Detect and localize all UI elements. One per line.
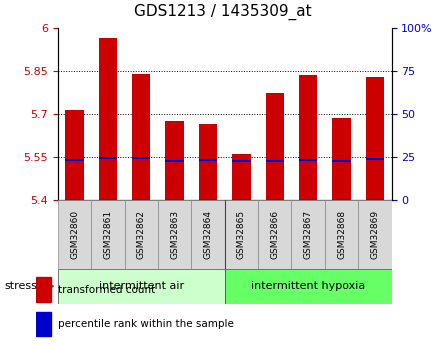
Text: GSM32860: GSM32860 [70, 210, 79, 259]
Bar [366, 77, 384, 200]
Bar [58, 269, 225, 304]
Bar [266, 93, 284, 200]
Bar [65, 159, 84, 161]
Text: GSM32869: GSM32869 [370, 210, 380, 259]
Bar [299, 75, 317, 200]
Text: intermittent air: intermittent air [99, 282, 184, 291]
Bar [266, 160, 284, 162]
Text: transformed count: transformed count [58, 285, 156, 295]
Bar [232, 154, 251, 200]
Text: GSM32866: GSM32866 [270, 210, 279, 259]
Bar [36, 277, 51, 302]
Bar [199, 159, 217, 161]
Bar [325, 200, 358, 269]
Text: GDS1213 / 1435309_at: GDS1213 / 1435309_at [134, 4, 312, 20]
Text: GSM32864: GSM32864 [203, 210, 213, 259]
Bar [366, 158, 384, 160]
Bar [58, 200, 91, 269]
Bar [158, 200, 191, 269]
Text: GSM32861: GSM32861 [103, 210, 113, 259]
Text: GSM32863: GSM32863 [170, 210, 179, 259]
Bar [125, 200, 158, 269]
Bar [332, 118, 351, 200]
Bar [199, 125, 217, 200]
Bar [99, 38, 117, 200]
Bar [225, 200, 258, 269]
Text: GSM32862: GSM32862 [137, 210, 146, 259]
Bar [232, 160, 251, 162]
Bar [299, 159, 317, 161]
Bar [99, 157, 117, 159]
Bar [166, 121, 184, 200]
Bar [225, 269, 392, 304]
Bar [358, 200, 392, 269]
Text: GSM32868: GSM32868 [337, 210, 346, 259]
Text: GSM32867: GSM32867 [303, 210, 313, 259]
Bar [36, 312, 51, 336]
Bar [258, 200, 291, 269]
Bar [132, 157, 150, 159]
Bar [132, 73, 150, 200]
Bar [291, 200, 325, 269]
Bar [91, 200, 125, 269]
Bar [166, 160, 184, 162]
Bar [65, 110, 84, 200]
Bar [191, 200, 225, 269]
Bar [332, 160, 351, 162]
Text: GSM32865: GSM32865 [237, 210, 246, 259]
Text: percentile rank within the sample: percentile rank within the sample [58, 319, 234, 329]
Text: stress: stress [4, 282, 37, 291]
Text: intermittent hypoxia: intermittent hypoxia [251, 282, 365, 291]
